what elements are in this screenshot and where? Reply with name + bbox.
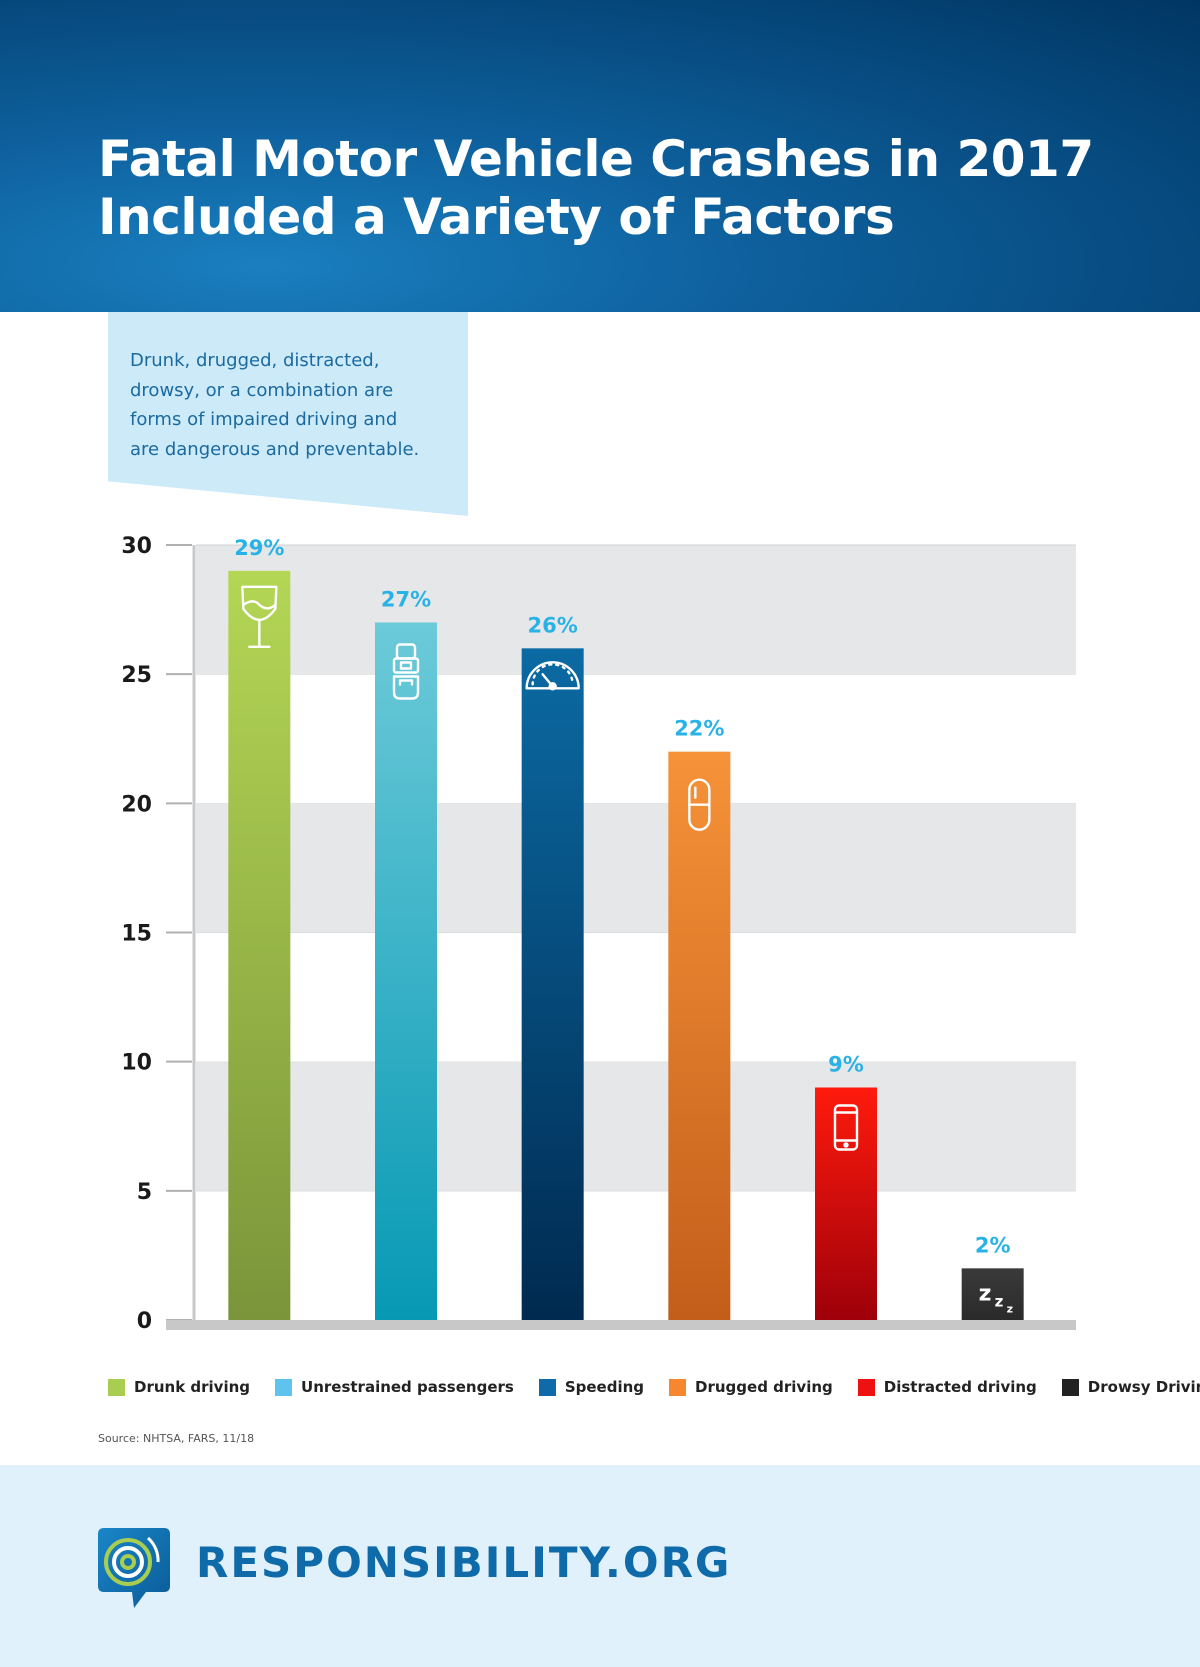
y-tick-label: 0 (137, 1309, 152, 1334)
legend-swatch (275, 1378, 293, 1396)
svg-text:z: z (979, 1281, 992, 1306)
brand-logo-text: RESPONSIBILITY.ORG (196, 1538, 732, 1587)
data-label: 27% (381, 588, 431, 612)
legend-item: Distracted driving (857, 1378, 1037, 1396)
pill-icon (688, 778, 711, 831)
legend-label: Drowsy Driving (1087, 1378, 1200, 1396)
legend-swatch (857, 1378, 875, 1396)
page-title: Fatal Motor Vehicle Crashes in 2017 Incl… (98, 130, 1138, 246)
y-tick-label: 30 (121, 534, 152, 559)
legend-swatch (538, 1378, 556, 1396)
legend-swatch (1061, 1378, 1079, 1396)
legend-label: Speeding (564, 1378, 645, 1396)
callout-text: Drunk, drugged, distracted, drowsy, or a… (130, 350, 420, 460)
legend-item: Drugged driving (669, 1378, 833, 1396)
data-label: 9% (828, 1053, 864, 1077)
wine-glass-icon (241, 585, 278, 649)
callout-box: Drunk, drugged, distracted, drowsy, or a… (108, 312, 468, 516)
y-tick-label: 5 (137, 1180, 152, 1205)
bar-drunk-driving (228, 570, 291, 1320)
grid-band (196, 1190, 1076, 1320)
legend-swatch (669, 1378, 687, 1396)
svg-text:z: z (1007, 1302, 1013, 1315)
legend-item: Drunk driving (108, 1378, 250, 1396)
bar-unrestrained-passengers (375, 622, 437, 1320)
phone-icon (833, 1104, 859, 1151)
target-logo-icon (98, 1528, 170, 1608)
x-axis-baseline (166, 1320, 1076, 1330)
source-note: Source: NHTSA, FARS, 11/18 (98, 1432, 255, 1445)
legend-item: Speeding (538, 1378, 645, 1396)
y-tick-label: 25 (121, 663, 152, 688)
chart-legend: Drunk driving Unrestrained passengers Spee… (108, 1375, 1200, 1399)
seatbelt-icon (392, 643, 420, 700)
y-tick-label: 15 (121, 922, 152, 947)
grid-band (196, 1061, 1076, 1191)
y-tick-label: 10 (121, 1051, 152, 1076)
header-banner (0, 0, 1200, 312)
bar-drowsy-driving (961, 1268, 1024, 1320)
bar-distracted-driving (815, 1087, 877, 1320)
bar-speeding (521, 648, 584, 1320)
title-line-1: Fatal Motor Vehicle Crashes in 2017 (98, 130, 1094, 188)
legend-item: Drowsy Driving (1061, 1378, 1200, 1396)
grid-band (196, 803, 1076, 933)
footer-band (0, 1465, 1200, 1667)
title-line-2: Included a Variety of Factors (98, 188, 895, 246)
svg-text:z: z (995, 1292, 1004, 1310)
grid-band (196, 674, 1076, 804)
legend-label: Unrestrained passengers (301, 1378, 514, 1396)
legend-swatch (108, 1378, 125, 1396)
data-label: 29% (234, 536, 284, 560)
bar-drugged-driving (668, 751, 731, 1320)
data-label: 22% (674, 717, 724, 741)
legend-label: Distracted driving (883, 1378, 1037, 1396)
grid-band (196, 545, 1076, 675)
speedometer-icon (525, 661, 580, 691)
y-tick-label: 20 (121, 792, 152, 817)
data-label: 26% (528, 613, 578, 637)
legend-label: Drunk driving (134, 1378, 251, 1396)
legend-item: Unrestrained passengers (275, 1378, 514, 1396)
grid-band (196, 932, 1076, 1062)
legend-label: Drugged driving (695, 1378, 833, 1396)
data-label: 2% (975, 1233, 1011, 1257)
